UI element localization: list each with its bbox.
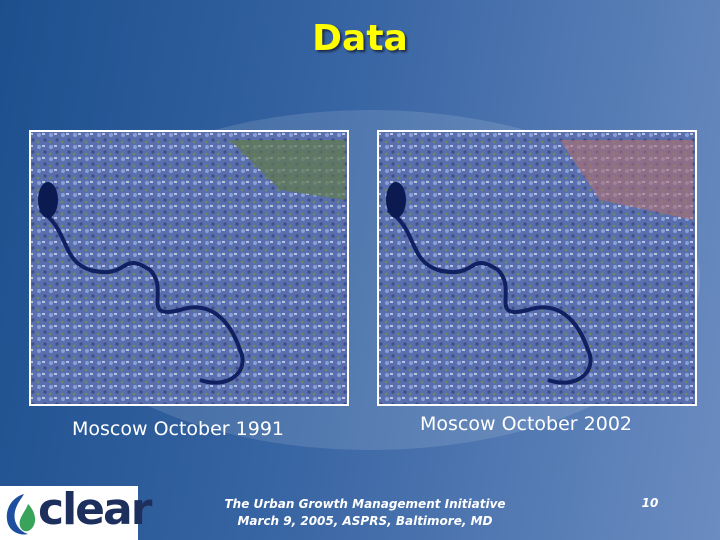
footer-line: March 9, 2005, ASPRS, Baltimore, MD	[237, 514, 493, 528]
satellite-image-2002	[377, 130, 697, 406]
footer: The Urban Growth Management Initiative M…	[190, 496, 540, 530]
image-caption: Moscow October 1991	[72, 418, 284, 440]
slide-title: Data	[312, 18, 408, 59]
footer-line: The Urban Growth Management Initiative	[224, 497, 506, 511]
page-number: 10	[641, 496, 659, 510]
satellite-image-1991	[29, 130, 349, 406]
logo-text: clear	[38, 484, 152, 535]
logo-icon	[6, 494, 36, 535]
image-caption: Moscow October 2002	[420, 413, 632, 435]
